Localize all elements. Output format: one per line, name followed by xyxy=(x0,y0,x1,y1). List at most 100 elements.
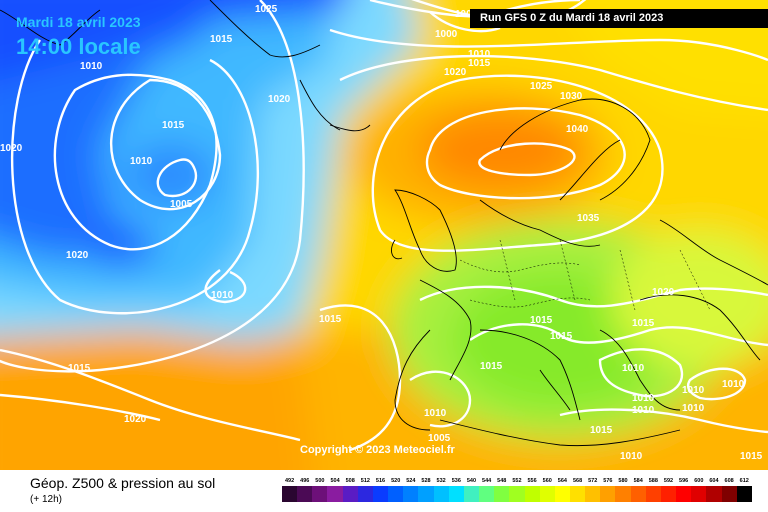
isobar-label: 1020 xyxy=(444,67,467,78)
geopotential-field xyxy=(0,0,768,470)
scale-label: 568 xyxy=(572,478,583,484)
scale-swatch xyxy=(282,486,298,502)
scale-swatch xyxy=(433,486,449,502)
scale-swatch xyxy=(509,486,525,502)
scale-label: 612 xyxy=(739,478,749,484)
scale-swatch xyxy=(600,486,616,502)
isobar-label: 1010 xyxy=(620,451,643,462)
scale-swatch xyxy=(736,486,752,502)
isobar-label: 1010 xyxy=(130,156,153,167)
scale-label: 540 xyxy=(466,478,477,484)
coastlines xyxy=(0,0,768,447)
scale-label: 552 xyxy=(512,478,522,484)
scale-label: 604 xyxy=(709,478,719,484)
scale-swatch xyxy=(660,486,677,502)
isobar-label: 1015 xyxy=(210,34,233,45)
scale-swatch xyxy=(585,486,601,502)
scale-label: 528 xyxy=(421,478,431,484)
isobar-labels: 1025101510101005100010101015102010201025… xyxy=(0,4,763,462)
scale-swatch xyxy=(539,486,555,502)
scale-swatch xyxy=(403,486,419,502)
isobar-label: 1010 xyxy=(682,385,705,396)
scale-swatch xyxy=(569,486,586,502)
isobar-label: 1015 xyxy=(530,315,553,326)
scale-label: 532 xyxy=(436,478,446,484)
isobar-label: 1005 xyxy=(455,9,478,20)
isobar-label: 1015 xyxy=(590,425,613,436)
isobar-label: 1030 xyxy=(560,91,583,102)
isobar-label: 1005 xyxy=(428,433,451,444)
isobar-label: 1020 xyxy=(268,94,291,105)
scale-swatch xyxy=(691,486,707,502)
color-scale: 492 496 500 504 508 512 516 520 524 528 532 536 540 5… xyxy=(282,478,752,508)
isobar-label: 1040 xyxy=(566,124,589,135)
isobar-label: 1035 xyxy=(577,213,600,224)
weather-map: 1025101510101005100010101015102010201025… xyxy=(0,0,768,470)
isobar-label: 1015 xyxy=(740,451,763,462)
scale-swatch xyxy=(721,486,737,502)
scale-swatch xyxy=(645,486,661,502)
isobar-label: 1005 xyxy=(170,199,193,210)
scale-label: 512 xyxy=(360,478,370,484)
scale-swatch xyxy=(554,486,570,502)
scale-swatch xyxy=(524,486,540,502)
isobar-label: 1015 xyxy=(632,318,655,329)
isobar-label: 1025 xyxy=(255,4,278,15)
isobar-label: 1010 xyxy=(682,403,705,414)
scale-swatch xyxy=(342,486,358,502)
scale-label: 564 xyxy=(557,478,567,484)
isobar-label: 1015 xyxy=(162,120,185,131)
scale-label: 500 xyxy=(315,478,325,484)
isobar-label: 1000 xyxy=(435,29,458,40)
isobar-label: 1010 xyxy=(722,379,745,390)
scale-swatch xyxy=(463,486,480,502)
forecast-local-time: 14:00 locale xyxy=(16,34,141,59)
run-info-banner: Run GFS 0 Z du Mardi 18 avril 2023 xyxy=(470,9,768,28)
scale-label: 596 xyxy=(679,478,689,484)
borders xyxy=(459,239,711,311)
scale-label: 600 xyxy=(694,478,704,484)
isobar-label: 1015 xyxy=(68,363,91,374)
scale-swatch xyxy=(297,486,313,502)
scale-label: 508 xyxy=(345,478,355,484)
scale-swatch xyxy=(357,486,373,502)
scale-label: 572 xyxy=(588,478,598,484)
isobar-label: 1015 xyxy=(468,58,491,69)
scale-label: 544 xyxy=(482,478,492,484)
isobar-label: 1020 xyxy=(0,143,23,154)
scale-label: 560 xyxy=(542,478,552,484)
scale-swatch xyxy=(479,486,495,502)
scale-label: 588 xyxy=(648,478,658,484)
scale-label: 584 xyxy=(633,478,643,484)
scale-label: 536 xyxy=(451,478,461,484)
scale-swatch xyxy=(676,486,692,502)
scale-label: 592 xyxy=(663,478,674,484)
scale-swatch xyxy=(372,486,389,502)
scale-label: 556 xyxy=(527,478,537,484)
scale-label: 520 xyxy=(391,478,401,484)
scale-label: 548 xyxy=(497,478,507,484)
forecast-date: Mardi 18 avril 2023 xyxy=(16,14,141,30)
scale-swatch xyxy=(706,486,722,502)
isobar-label: 1025 xyxy=(530,81,553,92)
scale-swatch xyxy=(448,486,464,502)
isobar-label: 1010 xyxy=(80,61,103,72)
scale-label: 580 xyxy=(618,478,628,484)
isobar-label: 1015 xyxy=(319,314,342,325)
legend-panel: Géop. Z500 & pression au sol (+ 12h) 492… xyxy=(0,470,768,512)
scale-label: 524 xyxy=(406,478,416,484)
isobar-label: 1010 xyxy=(632,405,655,416)
scale-label: 576 xyxy=(603,478,613,484)
scale-swatch xyxy=(494,486,510,502)
isobar-label: 1010 xyxy=(211,290,234,301)
scale-swatch xyxy=(312,486,328,502)
isobar-label: 1020 xyxy=(652,287,675,298)
isobar-label: 1015 xyxy=(480,361,503,372)
legend-subtitle: (+ 12h) xyxy=(30,494,62,505)
isobar-label: 1020 xyxy=(66,250,89,261)
isobar-label: 1010 xyxy=(424,408,447,419)
scale-swatch xyxy=(418,486,434,502)
scale-swatch xyxy=(630,486,646,502)
scale-label: 516 xyxy=(375,478,386,484)
copyright-text: Copyright © 2023 Meteociel.fr xyxy=(300,444,455,456)
